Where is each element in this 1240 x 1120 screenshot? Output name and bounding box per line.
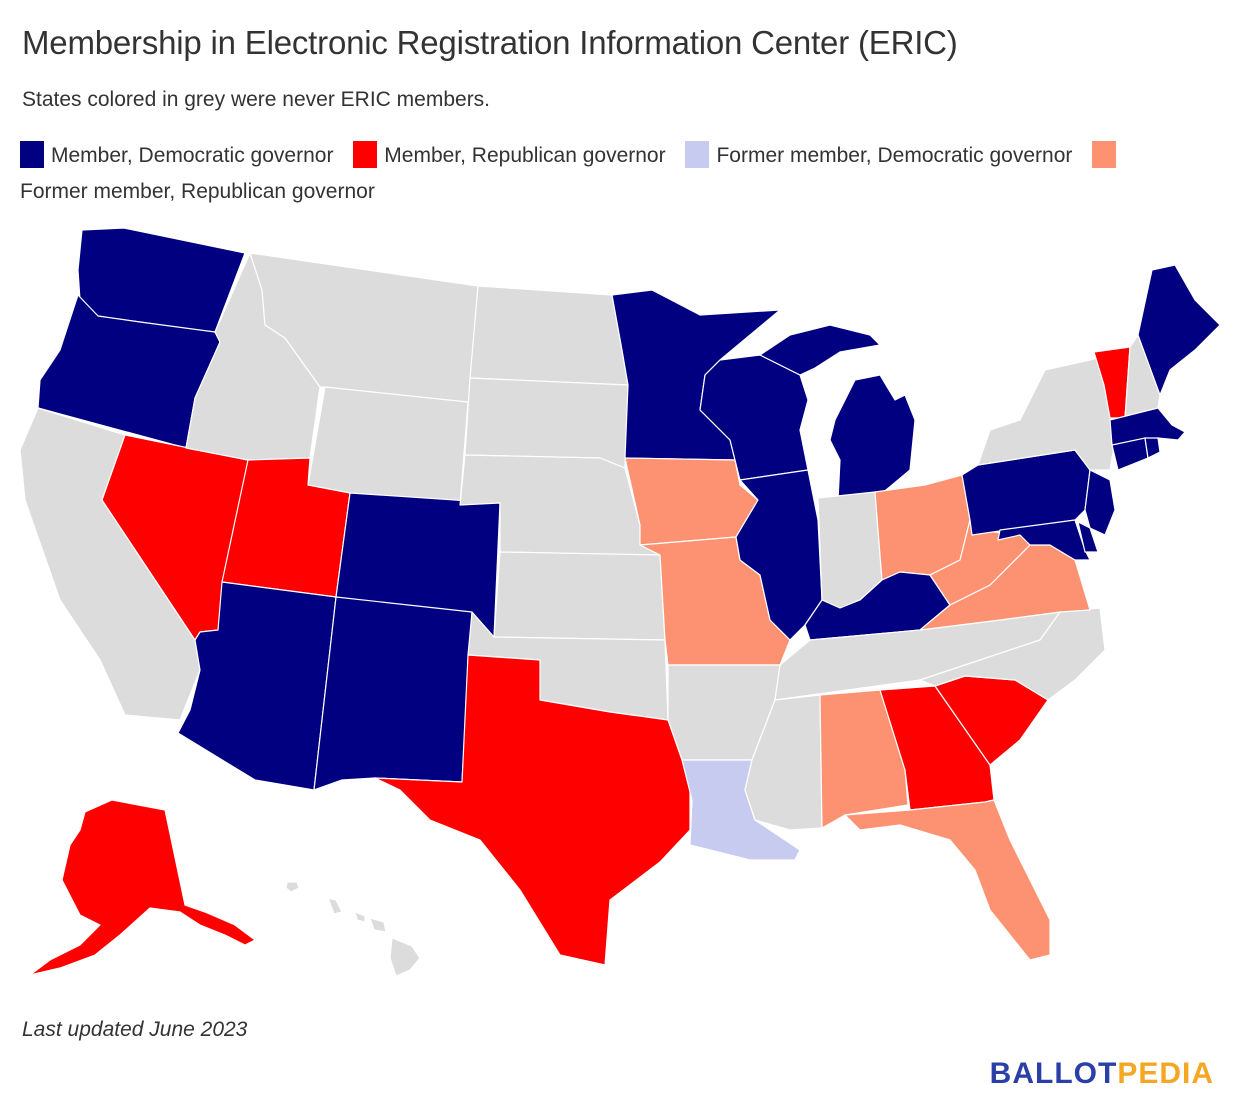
us-map	[0, 220, 1240, 1000]
logo-part-ballot: BALLOT	[989, 1057, 1118, 1090]
legend-label: Member, Republican governor	[384, 144, 666, 167]
legend-label: Former member, Democratic governor	[716, 144, 1073, 167]
ballotpedia-logo[interactable]: BALLOTPEDIA	[990, 1057, 1214, 1091]
state-DE[interactable]	[1077, 521, 1099, 553]
legend-label: Former member, Republican governor	[20, 180, 375, 203]
state-NJ[interactable]	[1084, 469, 1116, 536]
chart-subtitle: States colored in grey were never ERIC m…	[22, 88, 491, 111]
logo-part-pedia: PEDIA	[1117, 1057, 1214, 1090]
legend-item-rep-former: Former member, Republican governor	[20, 141, 1123, 203]
footnote-last-updated: Last updated June 2023	[22, 1018, 248, 1041]
state-TX[interactable]	[374, 654, 691, 966]
legend: Member, Democratic governor Member, Repu…	[20, 138, 1140, 210]
state-NY[interactable]	[977, 354, 1116, 471]
state-WY[interactable]	[307, 386, 469, 506]
legend-item-dem-former: Former member, Democratic governor	[685, 141, 1073, 168]
state-NC[interactable]	[919, 607, 1106, 701]
state-MI[interactable]	[829, 374, 916, 501]
swatch-dem-former	[685, 141, 710, 168]
state-WI[interactable]	[699, 354, 809, 481]
state-ND[interactable]	[469, 285, 629, 386]
state-RI[interactable]	[1144, 437, 1161, 459]
chart-title: Membership in Electronic Registration In…	[22, 24, 958, 61]
swatch-rep-former	[1092, 141, 1117, 168]
legend-item-rep-member: Member, Republican governor	[353, 141, 666, 168]
state-KS[interactable]	[493, 551, 666, 641]
state-FL[interactable]	[844, 799, 1051, 961]
legend-label: Member, Democratic governor	[51, 144, 334, 167]
state-MD[interactable]	[997, 519, 1091, 561]
state-AK[interactable]	[29, 799, 256, 976]
swatch-dem-member	[20, 141, 44, 168]
state-NM[interactable]	[313, 596, 473, 791]
state-SD[interactable]	[464, 377, 629, 469]
state-ME[interactable]	[1137, 264, 1221, 396]
swatch-rep-member	[353, 141, 378, 168]
state-IL[interactable]	[735, 469, 823, 641]
legend-item-dem-member: Member, Democratic governor	[20, 141, 334, 168]
state-HI[interactable]	[285, 881, 421, 977]
state-MI-upper[interactable]	[759, 324, 881, 376]
